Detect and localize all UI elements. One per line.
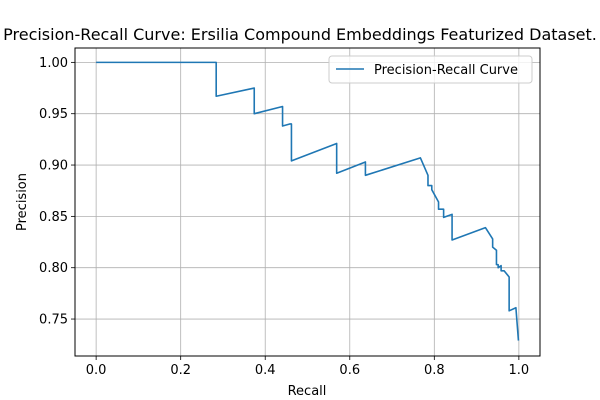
x-tick-label: 0.8 (424, 363, 445, 378)
x-tick-label: 1.0 (509, 363, 530, 378)
chart-title: Precision-Recall Curve: Ersilia Compound… (3, 25, 597, 44)
y-axis-label: Precision (15, 173, 30, 231)
grid (75, 48, 540, 356)
x-axis: 0.0 0.2 0.4 0.6 0.8 1.0 (86, 356, 529, 378)
y-tick-label: 1.00 (39, 56, 68, 71)
legend-box (328, 55, 533, 84)
legend-label: Precision-Recall Curve (374, 63, 518, 78)
y-tick-label: 0.85 (39, 210, 68, 225)
x-tick-label: 0.6 (339, 363, 360, 378)
y-tick-label: 0.75 (39, 313, 68, 328)
x-axis-label: Recall (288, 384, 327, 399)
plot-frame (74, 47, 541, 357)
series-line (96, 61, 520, 341)
x-tick-label: 0.0 (86, 363, 107, 378)
legend: Precision-Recall Curve (328, 55, 533, 84)
y-tick-label: 0.95 (39, 107, 68, 122)
y-axis: 0.75 0.80 0.85 0.90 0.95 1.00 (39, 56, 75, 328)
x-tick-label: 0.2 (170, 363, 191, 378)
y-tick-label: 0.90 (39, 159, 68, 174)
y-tick-label: 0.80 (39, 261, 68, 276)
series-layer (96, 61, 520, 341)
x-tick-label: 0.4 (255, 363, 276, 378)
